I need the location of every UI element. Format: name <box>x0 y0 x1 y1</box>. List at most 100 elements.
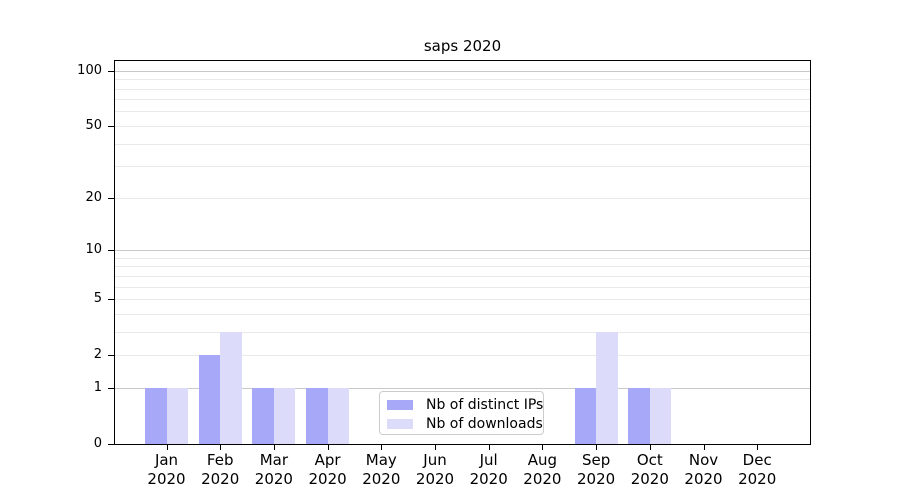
minor-gridline <box>115 331 810 333</box>
x-tick-month: Oct <box>636 451 663 469</box>
minor-gridline <box>115 111 810 113</box>
x-tick-label: Mar 2020 <box>242 451 306 489</box>
y-tick-mark <box>108 444 114 445</box>
bar-downloads-feb <box>220 331 242 444</box>
y-tick-label: 50 <box>85 117 102 133</box>
x-tick-mark <box>649 445 651 450</box>
chart-title: saps 2020 <box>423 37 502 55</box>
x-tick-label: Jul 2020 <box>457 451 521 489</box>
legend-swatch-downloads-icon <box>387 419 413 429</box>
minor-gridline <box>115 299 810 300</box>
x-tick-month: Jul <box>479 451 498 469</box>
x-tick-mark <box>220 445 222 450</box>
y-tick-label: 20 <box>85 189 102 205</box>
x-tick-year: 2020 <box>684 470 723 488</box>
bar-distinct-ips-apr <box>306 387 328 444</box>
x-tick-year: 2020 <box>523 470 562 488</box>
x-tick-year: 2020 <box>147 470 186 488</box>
minor-gridline <box>115 99 810 101</box>
x-tick-year: 2020 <box>738 470 777 488</box>
y-tick-label: 10 <box>85 242 102 257</box>
minor-gridline <box>115 266 810 268</box>
x-tick-month: Sep <box>581 451 611 469</box>
minor-gridline <box>115 79 810 81</box>
bars-layer <box>115 61 810 444</box>
y-tick-mark <box>108 388 114 389</box>
bar-distinct-ips-jan <box>145 387 167 444</box>
x-tick-month: Dec <box>742 451 772 469</box>
minor-gridline <box>115 286 810 288</box>
minor-gridline <box>115 197 810 199</box>
y-tick-label: 100 <box>77 62 102 78</box>
legend-label-downloads: Nb of downloads <box>426 416 543 432</box>
minor-gridline <box>115 275 810 277</box>
x-tick-label: Apr 2020 <box>296 451 360 489</box>
x-tick-year: 2020 <box>308 470 347 488</box>
bar-downloads-jan <box>166 387 188 444</box>
minor-gridline <box>115 166 810 168</box>
bar-distinct-ips-oct <box>628 387 650 444</box>
x-tick-label: May 2020 <box>349 451 413 489</box>
bar-downloads-mar <box>273 387 296 444</box>
x-tick-label: Aug 2020 <box>510 451 574 489</box>
bar-distinct-ips-feb <box>198 355 221 444</box>
x-tick-label: Sep 2020 <box>564 451 628 489</box>
x-tick-month: Feb <box>206 451 234 469</box>
bar-downloads-apr <box>327 387 350 444</box>
x-tick-label: Dec 2020 <box>725 451 789 489</box>
x-tick-mark <box>435 445 436 450</box>
legend-label-distinct-ips: Nb of distinct IPs <box>426 397 544 413</box>
x-tick-mark <box>166 445 168 450</box>
x-tick-month: Apr <box>314 451 341 469</box>
major-gridline <box>115 250 810 251</box>
plot-area <box>114 60 811 445</box>
bar-distinct-ips-mar <box>252 387 274 444</box>
minor-gridline <box>115 313 810 315</box>
x-tick-month: Jan <box>154 451 179 469</box>
legend: Nb of distinct IPs Nb of downloads <box>379 391 544 435</box>
x-tick-month: Jun <box>423 451 447 469</box>
legend-item-downloads: Nb of downloads <box>387 415 543 433</box>
x-tick-label: Jun 2020 <box>403 451 467 489</box>
y-tick-label: 1 <box>93 379 102 395</box>
x-tick-mark <box>488 445 490 450</box>
x-tick-mark <box>757 445 759 450</box>
x-tick-year: 2020 <box>254 470 293 488</box>
x-tick-label: Jan 2020 <box>135 451 199 489</box>
x-tick-year: 2020 <box>469 470 508 488</box>
minor-gridline <box>115 355 810 357</box>
x-tick-mark <box>542 445 544 450</box>
bar-distinct-ips-sep <box>574 387 597 444</box>
major-gridline <box>115 70 810 72</box>
x-tick-month: May <box>365 451 397 469</box>
minor-gridline <box>115 143 810 145</box>
x-tick-mark <box>381 445 383 450</box>
x-tick-mark <box>596 445 598 450</box>
bar-downloads-oct <box>649 387 672 444</box>
minor-gridline <box>115 125 810 127</box>
x-tick-year: 2020 <box>630 470 669 488</box>
y-tick-label: 5 <box>93 291 102 306</box>
major-gridline <box>115 387 810 389</box>
x-tick-label: Nov 2020 <box>672 451 736 489</box>
y-tick-mark <box>108 250 114 251</box>
legend-item-distinct-ips: Nb of distinct IPs <box>387 396 543 414</box>
x-tick-label: Feb 2020 <box>188 451 252 489</box>
minor-gridline <box>115 257 810 259</box>
y-tick-mark <box>108 71 114 72</box>
x-tick-label: Oct 2020 <box>618 451 682 489</box>
gridlines-layer <box>115 61 810 444</box>
y-tick-mark <box>108 355 114 356</box>
x-tick-year: 2020 <box>362 470 401 488</box>
y-tick-mark <box>108 198 114 199</box>
y-tick-mark <box>108 299 114 300</box>
y-tick-mark <box>108 126 114 127</box>
x-tick-mark <box>273 445 275 450</box>
x-tick-month: Aug <box>527 451 558 469</box>
legend-swatch-distinct-ips-icon <box>387 400 413 410</box>
x-tick-mark <box>703 445 705 450</box>
y-tick-label: 2 <box>93 347 102 363</box>
minor-gridline <box>115 88 810 90</box>
x-tick-year: 2020 <box>577 470 616 488</box>
